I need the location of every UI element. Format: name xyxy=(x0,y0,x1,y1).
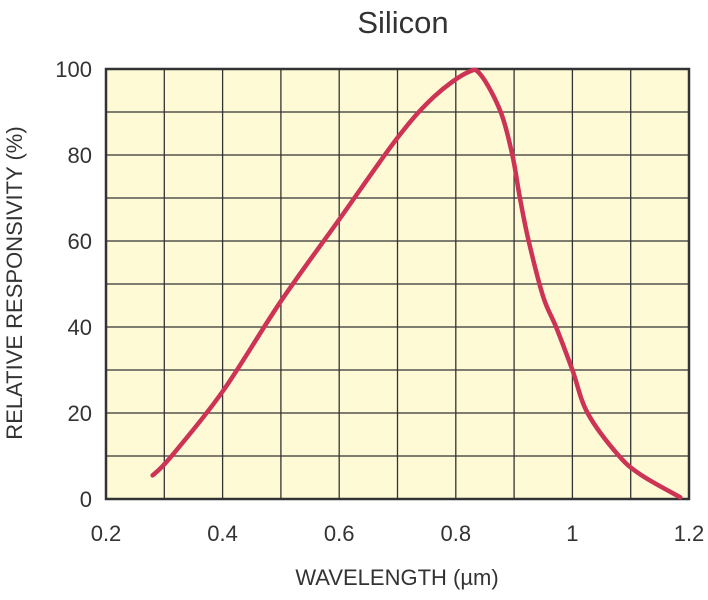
x-axis-ticks: 0.2 0.4 0.6 0.8 1 1.2 xyxy=(91,521,705,546)
y-tick-label: 100 xyxy=(55,57,92,82)
series-line-silicon xyxy=(150,67,683,500)
y-tick-label: 20 xyxy=(68,401,92,426)
x-tick-label: 1.2 xyxy=(674,521,705,546)
x-tick-label: 1 xyxy=(566,521,578,546)
y-tick-label: 40 xyxy=(68,315,92,340)
y-axis-label: RELATIVE RESPONSIVITY (%) xyxy=(2,126,27,439)
x-tick-label: 0.8 xyxy=(441,521,472,546)
x-tick-label: 0.4 xyxy=(207,521,238,546)
x-tick-label: 0.2 xyxy=(91,521,122,546)
y-tick-label: 60 xyxy=(68,229,92,254)
chart-title: Silicon xyxy=(357,5,448,40)
x-axis-label: WAVELENGTH (µm) xyxy=(295,565,498,590)
y-tick-label: 80 xyxy=(68,143,92,168)
y-axis-ticks: 0 20 40 60 80 100 xyxy=(55,57,92,512)
grid xyxy=(106,69,689,499)
x-tick-label: 0.6 xyxy=(324,521,355,546)
y-tick-label: 0 xyxy=(80,487,92,512)
plot-frame xyxy=(104,67,691,501)
